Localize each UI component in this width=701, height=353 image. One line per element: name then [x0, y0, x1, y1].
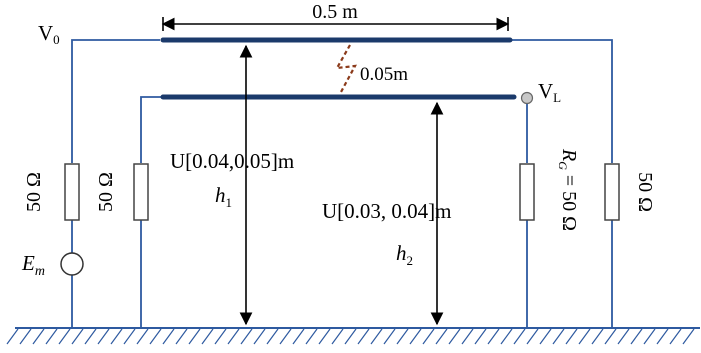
ground-hatch-line	[487, 328, 500, 345]
ground-hatch-line	[188, 328, 201, 345]
ground-hatch-line	[149, 328, 162, 345]
h1-label: h1	[215, 183, 232, 210]
ground-hatch-line	[32, 328, 45, 345]
ground-hatch-line	[175, 328, 188, 345]
ground	[6, 327, 700, 345]
spacing-marker	[334, 44, 357, 93]
h1-range-label: U[0.04,0.05]m	[170, 149, 294, 173]
ground-hatch-line	[201, 328, 214, 345]
source-label: Em	[21, 251, 45, 279]
ground-hatch-line	[331, 328, 344, 345]
ground-hatch-line	[292, 328, 305, 345]
ground-hatch-line	[526, 328, 539, 345]
resistor-outer-right	[604, 163, 620, 221]
ground-hatch-line	[422, 328, 435, 345]
ground-hatch-line	[604, 328, 617, 345]
length-label: 0.5 m	[312, 1, 358, 23]
ground-hatch-line	[97, 328, 110, 345]
ground-hatching	[6, 328, 695, 345]
ground-hatch-line	[84, 328, 97, 345]
ground-hatch-line	[435, 328, 448, 345]
ground-hatch-line	[617, 328, 630, 345]
ground-hatch-line	[279, 328, 292, 345]
h2-range-label: U[0.03, 0.04]m	[322, 199, 452, 223]
ground-hatch-line	[500, 328, 513, 345]
ground-hatch-line	[6, 328, 19, 345]
ground-hatch-line	[162, 328, 175, 345]
ground-hatch-line	[357, 328, 370, 345]
ground-hatch-line	[227, 328, 240, 345]
vl-terminal	[520, 91, 534, 105]
inner-circuit-wiring	[140, 96, 528, 328]
v0-label: V0	[38, 21, 60, 47]
ground-hatch-line	[591, 328, 604, 345]
ground-hatch-line	[565, 328, 578, 345]
vl-label: VL	[538, 79, 561, 105]
ground-hatch-line	[578, 328, 591, 345]
voltage-source	[60, 252, 84, 276]
spacing-label: 0.05m	[360, 64, 408, 85]
ground-hatch-line	[123, 328, 136, 345]
ground-hatch-line	[448, 328, 461, 345]
ground-hatch-line	[45, 328, 58, 345]
ground-hatch-line	[396, 328, 409, 345]
ground-hatch-line	[318, 328, 331, 345]
ground-hatch-line	[643, 328, 656, 345]
ground-hatch-line	[539, 328, 552, 345]
resistor-outer-left	[64, 163, 80, 221]
ground-hatch-line	[682, 328, 695, 345]
ground-hatch-line	[370, 328, 383, 345]
ground-hatch-line	[461, 328, 474, 345]
ground-hatch-line	[305, 328, 318, 345]
ground-hatch-line	[552, 328, 565, 345]
resistor-inner-right	[519, 163, 535, 221]
ground-hatch-line	[214, 328, 227, 345]
ground-hatch-line	[474, 328, 487, 345]
ground-hatch-line	[253, 328, 266, 345]
outer-circuit-wiring	[71, 39, 613, 328]
resistor-inner-right-label: RG = 50 Ω	[556, 148, 580, 231]
ground-hatch-line	[240, 328, 253, 345]
ground-hatch-line	[58, 328, 71, 345]
ground-hatch-line	[630, 328, 643, 345]
ground-hatch-line	[71, 328, 84, 345]
ground-hatch-line	[669, 328, 682, 345]
ground-hatch-line	[266, 328, 279, 345]
ground-hatch-line	[19, 328, 32, 345]
resistor-outer-right-label: 50 Ω	[634, 172, 656, 212]
ground-hatch-line	[383, 328, 396, 345]
ground-hatch-line	[344, 328, 357, 345]
resistor-inner-left	[133, 163, 149, 221]
ground-hatch-line	[136, 328, 149, 345]
ground-hatch-line	[110, 328, 123, 345]
ground-hatch-line	[409, 328, 422, 345]
h2-label: h2	[396, 241, 413, 268]
resistor-outer-left-label: 50 Ω	[23, 172, 45, 212]
resistor-inner-left-label: 50 Ω	[95, 172, 117, 212]
ground-hatch-line	[513, 328, 526, 345]
ground-hatch-line	[656, 328, 669, 345]
